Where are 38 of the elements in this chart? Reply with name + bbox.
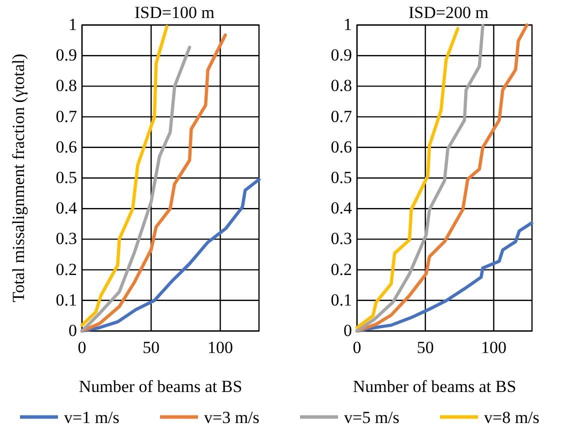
y-tick-label: 0.9: [56, 46, 77, 65]
y-tick-label: 1: [344, 15, 352, 34]
y-tick-label: 0.8: [56, 76, 77, 96]
y-tick-label: 1: [68, 15, 77, 34]
chart-title: ISD=200 m: [408, 3, 488, 22]
y-tick-label: 0.5: [56, 168, 77, 187]
x-tick-label: 50: [142, 338, 160, 357]
line-series: [355, 23, 529, 333]
x-axis-title: Number of beams at BS: [352, 377, 516, 396]
y-tick-label: 0.7: [330, 106, 352, 126]
y-tick-label: 0: [344, 321, 352, 340]
legend-label: v=5 m/s: [344, 408, 400, 427]
legend-label: v=1 m/s: [64, 408, 120, 427]
legend-label: v=8 m/s: [484, 408, 540, 427]
y-tick-label: 0.9: [330, 46, 352, 65]
y-tick-label: 0.3: [330, 229, 352, 248]
chart-title: ISD=100 m: [134, 3, 214, 22]
x-tick-label: 50: [416, 338, 434, 357]
y-tick-label: 0.2: [56, 260, 77, 279]
x-tick-label: 100: [480, 338, 506, 357]
x-axis-title: Number of beams at BS: [78, 377, 242, 396]
y-tick-label: 0.3: [56, 229, 77, 248]
y-tick-label: 0.8: [330, 76, 352, 96]
line-series: [80, 46, 192, 333]
y-axis-title: Total missalignment fraction (γtotal): [9, 54, 28, 302]
y-tick-label: 0: [68, 321, 77, 340]
y-tick-label: 0.4: [330, 198, 352, 218]
line-series: [80, 24, 169, 327]
y-tick-label: 0.6: [56, 137, 77, 156]
y-tick-label: 0.5: [330, 168, 352, 187]
y-tick-label: 0.1: [56, 290, 77, 310]
y-tick-label: 0.2: [330, 260, 352, 279]
x-tick-label: 100: [208, 338, 234, 357]
legend-label: v=3 m/s: [204, 408, 260, 427]
y-tick-label: 0.4: [56, 198, 78, 218]
y-tick-label: 0.7: [56, 106, 78, 126]
y-tick-label: 0.1: [330, 290, 352, 310]
y-tick-label: 0.6: [330, 137, 352, 156]
